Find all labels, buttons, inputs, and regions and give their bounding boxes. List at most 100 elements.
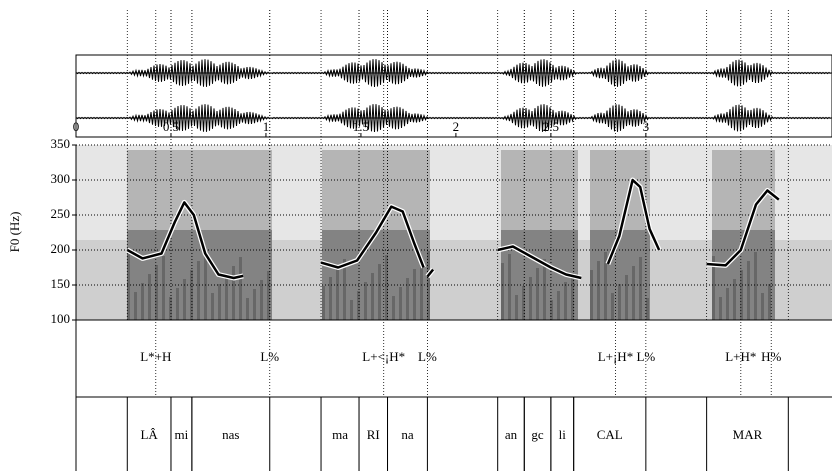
spectrogram-stripe <box>406 278 409 320</box>
spectrogram-stripe <box>733 279 736 320</box>
spectrogram-stripe <box>719 297 722 320</box>
spectrogram-stripe <box>427 251 430 320</box>
spectrogram-stripe <box>420 260 423 320</box>
y-tick-label: 350 <box>51 136 71 151</box>
spectrogram-stripe <box>155 265 158 320</box>
spectrogram-stripe <box>183 279 186 320</box>
spectrogram-stripe <box>204 252 207 320</box>
spectrogram-stripe <box>141 283 144 320</box>
spectrogram-stripe <box>267 271 270 320</box>
spectrogram-stripe <box>618 284 621 320</box>
spectrogram-stripe <box>632 266 635 320</box>
word-label: CAL <box>597 427 623 442</box>
spectrogram-stripe <box>148 274 151 320</box>
y-axis-label: F0 (Hz) <box>7 212 22 253</box>
y-tick-label: 250 <box>51 206 71 221</box>
spectrogram-stripe <box>754 252 757 320</box>
y-tick-label: 300 <box>51 171 71 186</box>
x-tick-label: 1 <box>263 119 270 134</box>
spectrogram-stripe <box>162 256 165 320</box>
spectrogram-stripe <box>564 282 567 320</box>
y-tick-label: 150 <box>51 276 71 291</box>
word-label: li <box>559 427 567 442</box>
spectrogram-stripe <box>336 268 339 320</box>
tone-label: H% <box>761 349 781 364</box>
spectrogram-stripe <box>322 286 325 320</box>
word-label: gc <box>531 427 544 442</box>
spectrogram-stripe <box>350 300 353 320</box>
spectrogram-stripe <box>625 275 628 320</box>
spectrogram-stripe <box>343 259 346 320</box>
x-tick-label: 2 <box>453 119 460 134</box>
spectrogram <box>76 145 832 320</box>
spectrogram-stripe <box>218 284 221 320</box>
spectrogram-stripe <box>134 292 137 320</box>
spectrogram-stripe <box>747 261 750 320</box>
spectrogram-stripe <box>529 277 532 320</box>
spectrogram-stripe <box>550 300 553 320</box>
spectrogram-stripe <box>246 298 249 320</box>
spectrogram-stripe <box>197 261 200 320</box>
word-label: an <box>505 427 518 442</box>
spectrogram-stripe <box>169 297 172 320</box>
tone-label: L*+H <box>140 349 171 364</box>
spectrogram-stripe <box>371 273 374 320</box>
spectrogram-energy <box>127 230 272 320</box>
x-tick-label: 0.5 <box>163 119 179 134</box>
x-tick-label: 3 <box>643 119 650 134</box>
waveform <box>75 59 831 88</box>
y-tick-label: 200 <box>51 241 71 256</box>
spectrogram-stripe <box>712 256 715 320</box>
spectrogram-stripe <box>768 284 771 320</box>
spectrogram-stripe <box>639 257 642 320</box>
spectrogram-stripe <box>378 264 381 320</box>
spectrogram-stripe <box>176 288 179 320</box>
word-label: ma <box>332 427 348 442</box>
spectrogram-stripe <box>253 289 256 320</box>
spectrogram-stripe <box>761 293 764 320</box>
tone-label: L% <box>636 349 655 364</box>
tone-label: L% <box>260 349 279 364</box>
word-label: RI <box>367 427 380 442</box>
x-tick-label: 1.5 <box>353 119 369 134</box>
tone-label: L+H* <box>725 349 756 364</box>
spectrogram-stripe <box>522 286 525 320</box>
spectrogram-stripe <box>726 288 729 320</box>
spectrogram-stripe <box>260 280 263 320</box>
spectrogram-stripe <box>604 252 607 320</box>
spectrogram-stripe <box>501 263 504 320</box>
tone-label: L+<¡H* <box>362 349 405 364</box>
spectrogram-stripe <box>232 266 235 320</box>
y-tick-label: 100 <box>51 311 71 326</box>
spectrogram-stripe <box>536 268 539 320</box>
spectrogram-stripe <box>399 287 402 320</box>
spectrogram-stripe <box>590 270 593 320</box>
spectrogram-stripe <box>611 293 614 320</box>
x-tick-label: 2.5 <box>543 119 559 134</box>
spectrogram-stripe <box>508 254 511 320</box>
spectrogram-stripe <box>571 273 574 320</box>
spectrogram-stripe <box>239 257 242 320</box>
word-label: LÂ <box>140 427 158 442</box>
spectrogram-stripe <box>392 296 395 320</box>
tone-label: L% <box>418 349 437 364</box>
spectrogram-stripe <box>127 251 130 320</box>
tone-label: L+¡H* <box>598 349 634 364</box>
word-label: na <box>401 427 414 442</box>
spectrogram-stripe <box>740 270 743 320</box>
spectrogram-stripe <box>211 293 214 320</box>
spectrogram-energy <box>590 230 650 320</box>
spectrogram-stripe <box>515 295 518 320</box>
waveform <box>75 104 831 133</box>
spectrogram-stripe <box>557 291 560 320</box>
spectrogram-energy <box>322 230 430 320</box>
spectrogram-stripe <box>597 261 600 320</box>
spectrogram-stripe <box>225 275 228 320</box>
spectrogram-stripe <box>646 298 649 320</box>
spectrogram-stripe <box>329 277 332 320</box>
spectrogram-stripe <box>364 282 367 320</box>
word-label: nas <box>222 427 239 442</box>
spectrogram-stripe <box>543 259 546 320</box>
f0-contour <box>126 178 780 280</box>
